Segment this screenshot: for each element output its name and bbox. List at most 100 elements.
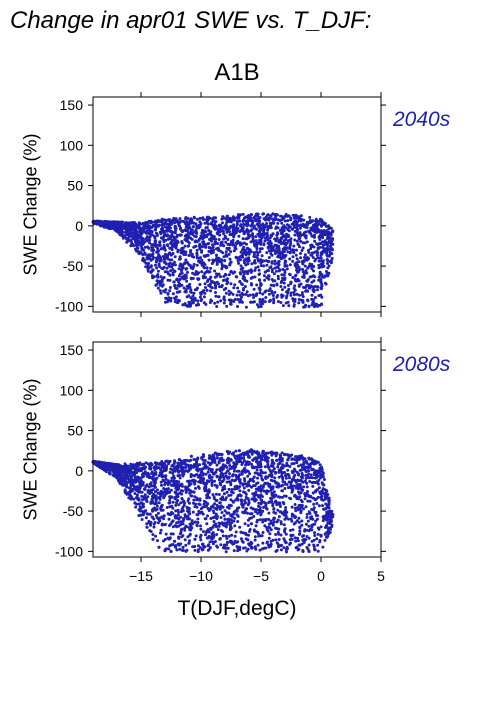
scatter-point [145, 499, 149, 503]
scatter-point [156, 286, 160, 290]
scatter-point [279, 533, 283, 537]
scatter-point [215, 463, 219, 467]
scatter-point [97, 220, 101, 224]
scatter-point [295, 292, 299, 296]
scatter-point [168, 251, 172, 255]
scatter-point [169, 296, 173, 300]
scatter-point [224, 217, 228, 221]
scatter-point [321, 483, 325, 487]
scatter-point [270, 270, 274, 274]
scatter-point [319, 492, 323, 496]
scatter-point [237, 469, 241, 473]
scatter-point [293, 238, 297, 242]
scatter-point [143, 487, 147, 491]
scatter-point [317, 504, 321, 508]
scatter-point [292, 293, 296, 297]
scatter-point [215, 274, 219, 278]
scatter-point [169, 226, 172, 230]
scatter-point [244, 292, 248, 296]
scatter-point [292, 462, 296, 465]
scatter-point [238, 493, 242, 497]
scatter-point [155, 266, 159, 270]
scatter-point [201, 217, 205, 221]
scatter-point [276, 300, 280, 303]
scatter-point [151, 488, 155, 492]
scatter-point [230, 478, 234, 482]
scatter-point [310, 515, 314, 519]
scatter-point [261, 520, 265, 524]
scatter-point [280, 218, 284, 222]
scatter-point [151, 533, 155, 536]
scatter-point [237, 290, 241, 294]
scatter-point [177, 267, 181, 271]
scatter-point [252, 515, 256, 518]
scatter-point [316, 285, 320, 289]
scatter-point [277, 515, 281, 519]
scatter-point [186, 234, 190, 238]
scatter-point [237, 478, 241, 482]
scatter-point [208, 540, 212, 544]
scatter-point [189, 276, 193, 280]
scatter-point [170, 232, 174, 236]
scatter-point [244, 253, 248, 257]
scatter-point [313, 489, 317, 493]
scatter-point [238, 473, 242, 477]
scatter-point [253, 244, 257, 248]
scatter-point [204, 517, 208, 521]
scatter-point [219, 243, 223, 247]
scatter-point [182, 220, 186, 223]
scatter-point [250, 269, 254, 273]
scatter-point [150, 470, 154, 474]
scatter-point [216, 246, 220, 250]
scatter-point [231, 292, 235, 296]
scatter-point [262, 230, 266, 234]
scatter-point [227, 293, 231, 296]
scatter-point [228, 528, 232, 532]
scatter-point [308, 262, 312, 266]
scatter-point [294, 274, 297, 278]
scatter-point [279, 285, 283, 288]
scatter-point [227, 289, 231, 293]
scatter-point [240, 282, 243, 286]
scatter-point [224, 236, 228, 240]
scatter-point [158, 240, 162, 244]
scatter-point [215, 524, 218, 528]
scatter-point [172, 280, 176, 284]
scatter-point [194, 230, 198, 234]
scatter-point [213, 242, 217, 246]
scatter-point [270, 268, 274, 271]
scatter-point [310, 539, 314, 543]
scatter-point [169, 265, 172, 269]
scatter-point [303, 264, 307, 268]
scatter-point [154, 472, 158, 476]
scatter-point [205, 288, 209, 292]
scatter-point [192, 498, 196, 502]
scatter-point [188, 253, 191, 257]
scatter-point [160, 483, 163, 487]
scatter-point [326, 266, 330, 270]
scatter-point [231, 474, 234, 478]
scatter-point [305, 279, 309, 283]
scatter-point [245, 507, 249, 511]
scatter-point [255, 293, 258, 297]
scatter-point [260, 470, 264, 474]
scatter-point [261, 297, 265, 301]
scatter-point [243, 466, 247, 470]
scatter-point [164, 218, 168, 222]
scatter-point [257, 273, 261, 276]
scatter-point [289, 237, 293, 241]
scatter-point [253, 275, 257, 279]
scatter-point [255, 451, 259, 455]
scatter-point [126, 223, 130, 227]
scatter-point [269, 450, 273, 454]
scatter-point [302, 485, 306, 489]
scatter-point [216, 515, 219, 518]
scatter-point [282, 216, 286, 220]
scatter-point [163, 248, 167, 252]
scatter-point [158, 497, 162, 501]
scatter-point [270, 278, 274, 281]
scatter-point [304, 289, 308, 293]
scatter-point [203, 229, 207, 233]
scatter-point [170, 245, 174, 249]
